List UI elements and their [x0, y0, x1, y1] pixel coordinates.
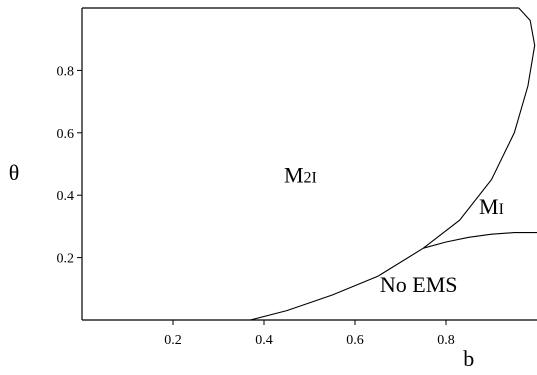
x-tick-label: 0.2	[164, 333, 182, 348]
y-tick-label: 0.2	[57, 252, 75, 267]
x-tick-label: 0.8	[437, 333, 455, 348]
x-tick-label: 0.4	[255, 333, 273, 348]
y-axis-label: θ	[9, 160, 20, 185]
x-axis-label: b	[463, 346, 474, 370]
boundary-curve-1	[250, 7, 536, 321]
region-label-1: M2I	[284, 163, 317, 188]
y-tick-label: 0.6	[57, 127, 75, 142]
region-label-2: MI	[479, 194, 504, 219]
y-tick-label: 0.8	[57, 64, 75, 79]
boundary-curve-2	[423, 232, 537, 249]
x-tick-label: 0.6	[346, 333, 364, 348]
y-tick-label: 0.4	[57, 189, 75, 204]
region-label-3: No EMS	[380, 272, 458, 297]
